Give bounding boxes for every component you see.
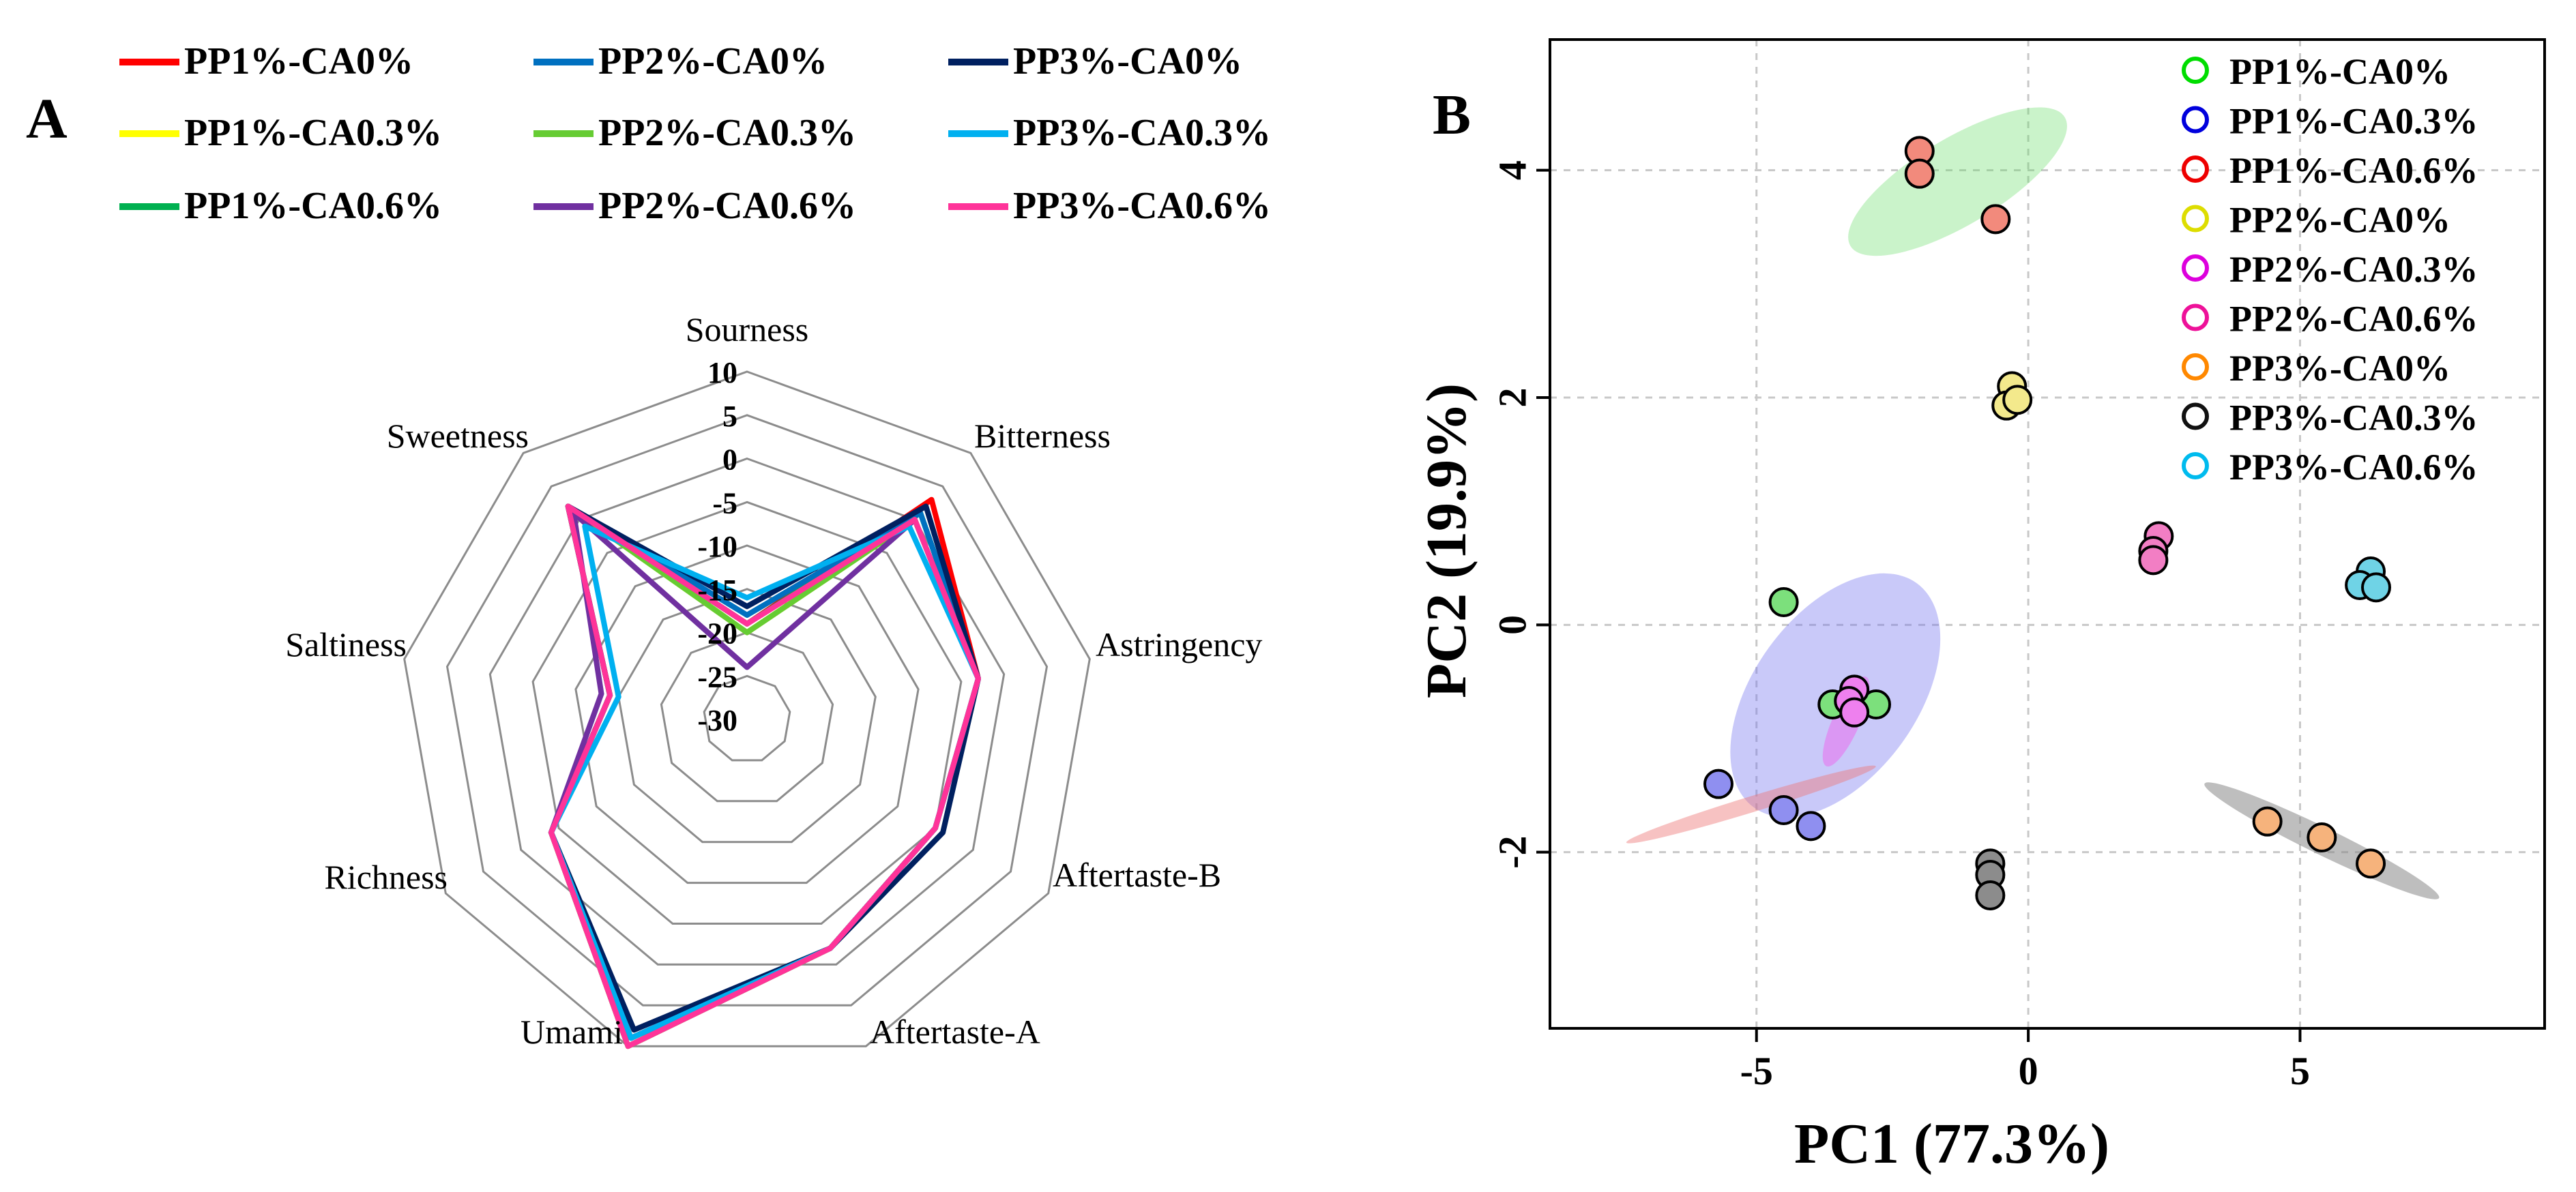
radar-series-line <box>548 503 981 1041</box>
radar-axis-label: Sweetness <box>387 417 529 455</box>
radar-tick-label: -20 <box>697 617 737 651</box>
legend-label: PP3%-CA0.3% <box>1013 112 1271 154</box>
pca-legend-label: PP1%-CA0.6% <box>2229 150 2478 191</box>
pca-confidence-ellipse <box>1626 765 1876 844</box>
radar-series-line <box>548 503 981 1041</box>
radar-tick-labels: 10 5 0 -5 -10 -15 -20 -25 -30 <box>697 356 737 737</box>
pca-legend-label: PP3%-CA0.3% <box>2229 398 2478 438</box>
pca-legend-marker <box>2182 205 2209 233</box>
pca-points <box>1703 136 2392 910</box>
pca-x-tick-label: 0 <box>2019 1049 2038 1093</box>
pca-point <box>1980 204 2011 235</box>
radar-axis-label: Aftertaste-A <box>870 1013 1040 1051</box>
pca-legend-label: PP2%-CA0.3% <box>2229 249 2478 290</box>
panel-a-label: A <box>26 87 68 151</box>
pca-confidence-ellipse <box>1848 107 2067 256</box>
pca-legend-marker <box>2182 57 2209 84</box>
legend-label: PP2%-CA0.6% <box>598 185 856 227</box>
radar-tick-label: -15 <box>697 573 737 607</box>
pca-legend-marker <box>2182 353 2209 381</box>
pca-point <box>2002 385 2033 415</box>
panel-b-label: B <box>1433 83 1471 147</box>
pca-point <box>2356 848 2386 879</box>
pca-point <box>1839 697 1870 728</box>
radar-tick-label: 10 <box>707 356 737 389</box>
pca-axes: -5 0 5 -2 0 2 4 PC1 (77.3%) PC2 (19.9%) <box>1415 160 2310 1176</box>
radar-axis-label: Richness <box>324 858 448 896</box>
radar-axis-labels: Sourness Bitterness Astringency Aftertaste-… <box>285 310 1262 1051</box>
pca-panel: B -5 0 5 -2 0 2 4 PC1 (77.3%) PC2 (19.9%) PP1%-C… <box>1415 38 2546 1176</box>
radar-tick-label: -25 <box>697 660 737 694</box>
pca-y-tick-label: 2 <box>1491 388 1535 408</box>
legend-label: PP1%-CA0.6% <box>184 185 442 227</box>
radar-grid-ring <box>703 674 791 762</box>
pca-point <box>2361 572 2392 603</box>
radar-grid-ring <box>531 501 963 925</box>
pca-legend-marker <box>2182 155 2209 183</box>
pca-legend-label: PP3%-CA0.6% <box>2229 447 2478 488</box>
legend-label: PP1%-CA0.3% <box>184 112 442 154</box>
radar-series-line <box>548 523 981 1041</box>
radar-grid-ring <box>445 414 1049 1007</box>
pca-x-tick-label: 5 <box>2290 1049 2310 1093</box>
pca-point <box>1796 811 1826 841</box>
radar-grid <box>403 370 1091 1047</box>
radar-panel: A PP1%-CA0% PP1%-CA0.3% PP1%-CA0.6% PP2%-CA… <box>26 40 1271 1051</box>
pca-y-tick-label: 0 <box>1491 615 1535 635</box>
pca-x-axis-title: PC1 (77.3%) <box>1794 1112 2109 1176</box>
pca-plot-frame <box>1549 38 2546 1030</box>
pca-point <box>1975 880 2006 910</box>
radar-tick-label: -5 <box>712 486 737 520</box>
pca-legend-label: PP1%-CA0% <box>2229 51 2450 92</box>
legend-label: PP2%-CA0% <box>598 40 828 83</box>
radar-axis-label: Astringency <box>1096 625 1262 664</box>
radar-axis-label: Aftertaste-B <box>1053 856 1221 894</box>
pca-point <box>1768 795 1799 825</box>
pca-point <box>1703 769 1733 799</box>
legend-label: PP1%-CA0% <box>184 40 413 83</box>
pca-legend-label: PP3%-CA0% <box>2229 348 2450 389</box>
radar-series-line <box>548 503 981 1049</box>
radar-legend: PP1%-CA0% PP1%-CA0.3% PP1%-CA0.6% PP2%-CA0%… <box>119 40 1271 227</box>
radar-tick-label: -30 <box>697 704 737 737</box>
pca-legend-marker <box>2182 402 2209 430</box>
pca-point <box>1768 587 1799 617</box>
radar-tick-label: 5 <box>722 400 737 433</box>
pca-legend-label: PP1%-CA0.3% <box>2229 101 2478 142</box>
legend-label: PP3%-CA0.6% <box>1013 185 1271 227</box>
pca-point <box>1904 158 1935 189</box>
pca-legend: PP1%-CA0% PP1%-CA0.3% PP1%-CA0.6% PP2%-CA0%… <box>2182 51 2478 488</box>
pca-grid <box>1550 40 2545 1028</box>
radar-grid-ring <box>617 588 877 844</box>
radar-grid-ring <box>660 631 834 803</box>
pca-point <box>2138 545 2169 576</box>
pca-y-tick-label: -2 <box>1491 836 1535 869</box>
legend-label: PP2%-CA0.3% <box>598 112 856 154</box>
legend-label: PP3%-CA0% <box>1013 40 1242 83</box>
pca-legend-marker <box>2182 106 2209 134</box>
pca-legend-label: PP2%-CA0.6% <box>2229 299 2478 340</box>
radar-series <box>548 496 981 1049</box>
radar-axis-label: Sourness <box>686 310 809 348</box>
pca-point <box>2252 806 2283 837</box>
pca-legend-label: PP2%-CA0% <box>2229 200 2450 241</box>
radar-axis-label: Bitterness <box>974 417 1111 455</box>
radar-axis-label: Saltiness <box>285 625 407 664</box>
pca-legend-marker <box>2182 303 2209 331</box>
pca-legend-marker <box>2182 452 2209 479</box>
radar-tick-label: -10 <box>697 530 737 563</box>
pca-x-tick-label: -5 <box>1740 1049 1773 1093</box>
radar-grid-ring <box>403 370 1091 1047</box>
pca-y-axis-title: PC2 (19.9%) <box>1415 383 1478 698</box>
pca-y-tick-label: 4 <box>1491 160 1535 180</box>
pca-point <box>2307 822 2337 852</box>
radar-axis-label: Umami <box>521 1013 623 1051</box>
radar-tick-label: 0 <box>722 443 737 477</box>
pca-legend-marker <box>2182 254 2209 282</box>
